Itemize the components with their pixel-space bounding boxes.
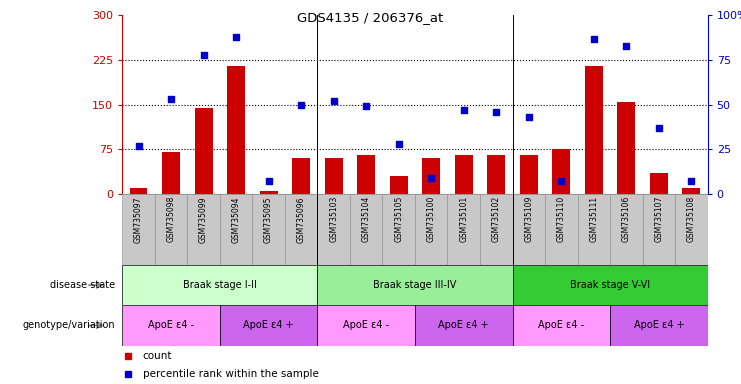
Point (393, 141, 405, 147)
Text: percentile rank within the sample: percentile rank within the sample (143, 369, 319, 379)
Bar (682, 188, 700, 194)
Bar (317, 265, 513, 305)
Bar (350, 194, 382, 265)
Bar (585, 66, 602, 194)
Bar (195, 108, 213, 194)
Point (230, 34, 242, 40)
Text: disease state: disease state (50, 280, 115, 290)
Text: count: count (143, 351, 172, 361)
Bar (675, 194, 708, 265)
Text: Braak stage III-IV: Braak stage III-IV (373, 280, 456, 290)
Text: GSM735099: GSM735099 (199, 196, 208, 243)
Bar (227, 66, 245, 194)
Point (295, 101, 307, 108)
Bar (520, 155, 538, 194)
Text: GSM735100: GSM735100 (427, 196, 436, 242)
Bar (610, 305, 708, 346)
Bar (488, 155, 505, 194)
Text: GSM735110: GSM735110 (556, 196, 566, 242)
Bar (545, 194, 577, 265)
Bar (415, 305, 513, 346)
Text: ApoE ε4 -: ApoE ε4 - (343, 320, 389, 331)
Bar (259, 191, 278, 194)
Bar (122, 194, 155, 265)
Point (458, 107, 470, 113)
Bar (325, 158, 342, 194)
Bar (610, 194, 642, 265)
Point (555, 178, 567, 184)
Text: ApoE ε4 -: ApoE ε4 - (538, 320, 585, 331)
Point (425, 175, 437, 181)
Bar (220, 194, 253, 265)
Bar (455, 155, 473, 194)
Text: GSM735097: GSM735097 (134, 196, 143, 243)
Text: Braak stage I-II: Braak stage I-II (183, 280, 257, 290)
Text: GSM735098: GSM735098 (167, 196, 176, 242)
Point (653, 125, 665, 131)
Text: GSM735106: GSM735106 (622, 196, 631, 242)
Bar (650, 173, 668, 194)
Bar (317, 305, 415, 346)
Bar (422, 158, 440, 194)
Bar (513, 194, 545, 265)
Text: ApoE ε4 +: ApoE ε4 + (634, 320, 684, 331)
Text: GSM735094: GSM735094 (232, 196, 241, 243)
Point (588, 35, 599, 41)
Bar (317, 194, 350, 265)
Bar (577, 194, 610, 265)
Bar (382, 194, 415, 265)
Bar (220, 305, 317, 346)
Bar (552, 149, 571, 194)
Bar (513, 265, 708, 305)
Text: ApoE ε4 +: ApoE ε4 + (243, 320, 294, 331)
Text: GSM735101: GSM735101 (459, 196, 468, 242)
Bar (122, 265, 317, 305)
Bar (285, 194, 317, 265)
Text: GSM735096: GSM735096 (296, 196, 305, 243)
Bar (448, 194, 480, 265)
Point (133, 142, 144, 149)
Point (685, 178, 697, 184)
Text: Braak stage V-VI: Braak stage V-VI (570, 280, 650, 290)
Text: genotype/variation: genotype/variation (22, 320, 115, 331)
Bar (253, 194, 285, 265)
Point (262, 178, 274, 184)
Point (491, 109, 502, 115)
Text: ApoE ε4 +: ApoE ε4 + (439, 320, 489, 331)
Point (328, 98, 339, 104)
Bar (513, 305, 610, 346)
Point (198, 51, 210, 58)
Bar (155, 194, 187, 265)
Text: GSM735107: GSM735107 (654, 196, 663, 242)
Bar (642, 194, 675, 265)
Point (165, 96, 177, 103)
Text: GSM735111: GSM735111 (589, 196, 598, 242)
Bar (357, 155, 375, 194)
Bar (187, 194, 220, 265)
Bar (292, 158, 310, 194)
Point (523, 114, 535, 120)
Point (620, 43, 632, 49)
Text: GSM735102: GSM735102 (492, 196, 501, 242)
Text: GSM735095: GSM735095 (264, 196, 273, 243)
Text: GDS4135 / 206376_at: GDS4135 / 206376_at (297, 12, 444, 25)
Bar (162, 152, 180, 194)
Bar (130, 188, 147, 194)
Bar (390, 176, 408, 194)
Text: ApoE ε4 -: ApoE ε4 - (148, 320, 194, 331)
Bar (415, 194, 448, 265)
Text: GSM735109: GSM735109 (525, 196, 534, 242)
Bar (122, 305, 220, 346)
Text: GSM735103: GSM735103 (329, 196, 338, 242)
Text: GSM735105: GSM735105 (394, 196, 403, 242)
Bar (617, 102, 635, 194)
Point (360, 103, 372, 109)
Text: GSM735108: GSM735108 (687, 196, 696, 242)
Text: GSM735104: GSM735104 (362, 196, 370, 242)
Bar (480, 194, 513, 265)
